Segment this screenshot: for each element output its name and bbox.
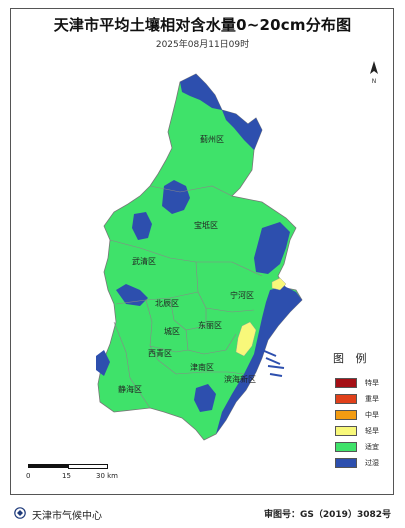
district-label-jinghai: 静海区 — [118, 385, 142, 394]
scale-segment-white — [68, 464, 108, 469]
region-wet-southeast — [194, 384, 216, 412]
north-arrow-icon — [370, 61, 378, 74]
climate-center-logo-icon — [14, 507, 26, 519]
legend-label: 适宜 — [365, 443, 379, 451]
district-label-jinnan: 津南区 — [190, 363, 214, 372]
district-label-jizhou: 蓟州区 — [200, 135, 224, 144]
scale-tick: 15 — [62, 472, 71, 480]
north-label: N — [371, 78, 377, 85]
scale-tick: 0 — [26, 472, 31, 480]
map-approval-number: 审图号：GS（2019）3082号 — [264, 510, 391, 520]
scale-segment-black — [28, 464, 68, 468]
region-wet-west — [132, 212, 152, 240]
district-label-dongli: 东丽区 — [198, 321, 222, 330]
map-frame — [10, 8, 394, 495]
district-label-xiqing: 西青区 — [148, 349, 172, 358]
legend-label: 中旱 — [365, 411, 379, 419]
legend-swatch — [335, 458, 357, 468]
scale-bar — [28, 464, 108, 469]
district-label-wuqing: 武清区 — [132, 257, 156, 266]
coastline-harbor — [261, 349, 285, 377]
legend-label: 过湿 — [365, 459, 379, 467]
legend-swatch — [335, 378, 357, 388]
map-title: 天津市平均土壤相对含水量0~20cm分布图 — [53, 16, 352, 34]
region-wet-northeast — [222, 110, 262, 150]
map-timestamp: 2025年08月11日09时 — [155, 40, 250, 50]
north-arrow: N — [366, 60, 382, 85]
legend-label: 特旱 — [365, 379, 379, 387]
scale-tick: 30 km — [96, 472, 119, 480]
legend-swatch — [335, 410, 357, 420]
district-label-binhai: 滨海新区 — [224, 375, 256, 384]
district-boundaries — [109, 185, 263, 409]
region-wet-north — [180, 74, 222, 110]
legend-title: 图 例 — [333, 352, 371, 365]
legend-label: 轻旱 — [365, 427, 379, 435]
district-label-baodi: 宝坻区 — [194, 221, 218, 230]
district-label-beichen: 北辰区 — [155, 299, 179, 308]
legend-swatch — [335, 442, 357, 452]
region-wet-jizhou-south — [162, 180, 190, 214]
legend-swatch — [335, 426, 357, 436]
district-label-ninghe: 宁河区 — [230, 291, 254, 300]
legend-swatch — [335, 394, 357, 404]
region-light-drought-north — [271, 277, 287, 291]
organization-name: 天津市气候中心 — [32, 511, 102, 522]
district-label-chengqu: 城区 — [164, 327, 180, 336]
region-wet-east-large — [254, 222, 290, 274]
legend-label: 重旱 — [365, 395, 379, 403]
region-wet-southwest — [96, 350, 110, 376]
region-wet-coast — [216, 286, 302, 434]
region-light-drought-center — [235, 321, 257, 357]
